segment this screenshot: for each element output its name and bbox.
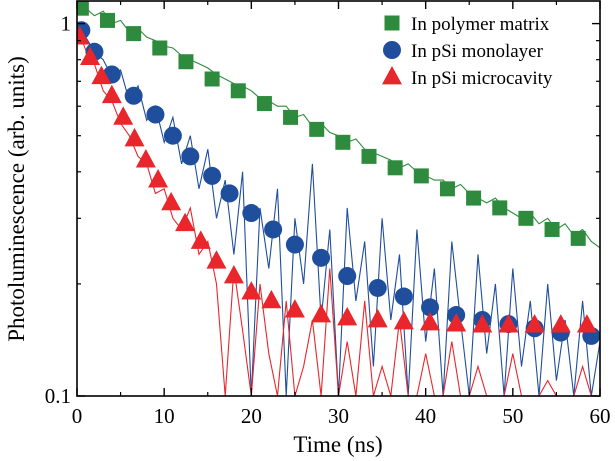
- tick-labels: 0 10 20 30 40 50 60 0.1 1: [45, 12, 611, 428]
- legend-label-3: In pSi microcavity: [411, 68, 553, 89]
- series-1-point: [518, 210, 534, 226]
- x-axis-title: Time (ns): [293, 432, 382, 457]
- series-2-point: [368, 278, 387, 297]
- series-1-point: [126, 26, 142, 42]
- series-3-point: [135, 149, 156, 168]
- series-2-point: [163, 126, 182, 145]
- legend-marker-2: [383, 41, 401, 59]
- series-1-point: [283, 109, 299, 125]
- series-1-point: [387, 160, 403, 176]
- series-3-point: [284, 299, 305, 318]
- series-1-point: [335, 134, 351, 150]
- series-1-point: [178, 54, 194, 70]
- legend-label-2: In pSi monolayer: [411, 41, 544, 62]
- x-tick-label: 60: [590, 404, 611, 428]
- axis-ticks: [76, 1, 601, 397]
- series-3-point: [446, 313, 467, 332]
- series-1-point: [492, 200, 508, 216]
- series-1-point: [361, 148, 377, 164]
- series-3-point: [113, 106, 134, 125]
- series-2-point: [264, 220, 283, 239]
- legend-label-1: In polymer matrix: [411, 14, 550, 35]
- series-3-point: [124, 127, 145, 147]
- y-tick-label: 1: [61, 12, 72, 36]
- x-tick-label: 0: [72, 404, 83, 428]
- series-2-point: [220, 184, 239, 203]
- series-3-point: [77, 26, 90, 45]
- series-1-point: [100, 12, 116, 28]
- legend: In polymer matrix In pSi monolayer In pSi …: [382, 14, 553, 89]
- series-1-point: [544, 221, 560, 237]
- series-1-point: [152, 40, 168, 56]
- series-3-point: [175, 212, 196, 232]
- trace-lines: [77, 4, 600, 396]
- series-3-point: [337, 306, 358, 326]
- series-3-point: [148, 169, 169, 188]
- series-1-point: [309, 121, 325, 137]
- x-tick-label: 20: [241, 404, 262, 428]
- series-2-point: [181, 147, 200, 166]
- series-3-point: [311, 303, 332, 323]
- series-1-point: [230, 83, 246, 99]
- series-2-trace-line: [77, 23, 600, 396]
- series-1-point: [466, 190, 482, 206]
- series-1-point: [204, 71, 220, 87]
- series-3-point: [393, 310, 414, 330]
- series-3-point: [223, 264, 244, 284]
- series-2-point: [203, 166, 222, 185]
- series-3-trace-line: [77, 26, 600, 396]
- x-tick-label: 50: [502, 404, 523, 428]
- series-3-point: [498, 314, 519, 333]
- y-tick-label: 0.1: [45, 384, 71, 408]
- series-2-point: [312, 248, 331, 267]
- series-3-point: [161, 191, 182, 211]
- series-3-point: [80, 46, 101, 66]
- series-1-point: [256, 96, 272, 112]
- series-1-point: [413, 168, 429, 184]
- series-3-point: [101, 84, 122, 104]
- y-axis-title: Photoluminescence (arb. units): [4, 56, 29, 342]
- series-3-point: [367, 308, 388, 328]
- series-3-point: [190, 230, 211, 249]
- x-tick-label: 40: [415, 404, 436, 428]
- legend-marker-1: [384, 15, 400, 31]
- series-2-point: [394, 287, 413, 306]
- series-2-point: [421, 298, 440, 317]
- series-3-point: [576, 314, 597, 333]
- series-2-point: [146, 105, 165, 124]
- legend-marker-3: [382, 65, 402, 85]
- series-3-point: [524, 314, 545, 333]
- series-2-point: [338, 267, 357, 286]
- series-1-point: [439, 181, 455, 197]
- series-2-point: [285, 235, 304, 254]
- series-3-point: [91, 65, 112, 85]
- series-3-point: [261, 289, 282, 309]
- data-markers: [77, 1, 600, 345]
- series-3-point: [206, 250, 227, 269]
- series-3-point: [420, 312, 441, 331]
- series-2-point: [124, 86, 143, 105]
- x-tick-label: 30: [328, 404, 349, 428]
- series-1-point: [570, 230, 586, 246]
- series-3-point: [472, 314, 493, 333]
- series-2-point: [242, 204, 261, 223]
- series-3-point: [241, 281, 262, 300]
- x-tick-label: 10: [154, 404, 175, 428]
- series-1-point: [77, 1, 89, 16]
- series-3-point: [550, 314, 571, 333]
